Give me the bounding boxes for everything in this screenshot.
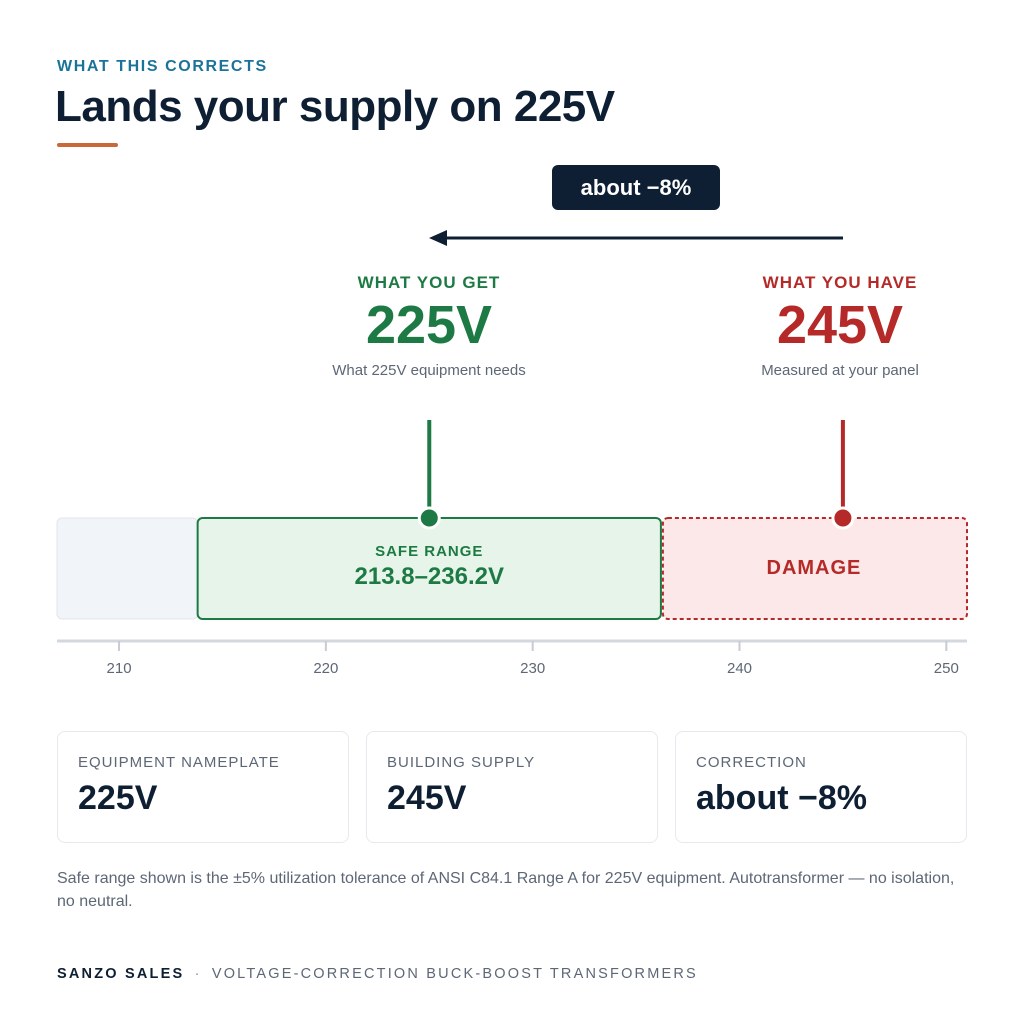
callout-get-subtitle: What 225V equipment needs — [332, 362, 526, 379]
marker-get-dot — [417, 506, 441, 530]
safe-range-text: SAFE RANGE 213.8–236.2V — [198, 543, 661, 591]
footnote: Safe range shown is the ±5% utilization … — [57, 870, 955, 910]
scale-tick-label: 210 — [106, 660, 132, 677]
damage-zone-text: DAMAGE — [661, 557, 967, 580]
callout-get-label: WHAT YOU GET — [357, 273, 501, 292]
card-value: 225V — [78, 779, 158, 817]
callout-have-subtitle: Measured at your panel — [761, 362, 919, 379]
callout-have-value: 245V — [776, 295, 904, 355]
scale-neutral-zone — [56, 517, 199, 620]
callout-have-label: WHAT YOU HAVE — [762, 273, 918, 292]
footer: SANZO SALES · VOLTAGE-CORRECTION BUCK-BO… — [57, 966, 698, 982]
callout-get-value: 225V — [365, 295, 493, 355]
brand-name: SANZO SALES — [57, 966, 185, 982]
card-value: 245V — [387, 779, 467, 817]
scale-tick-label: 240 — [726, 660, 753, 677]
title-accent-rule — [57, 143, 118, 147]
card-correction: CORRECTION about −8% — [675, 731, 967, 843]
callout-what-you-get: WHAT YOU GET 225V What 225V equipment ne… — [229, 273, 629, 379]
page-title: Lands your supply on 225V — [55, 82, 615, 131]
card-building-supply: BUILDING SUPPLY 245V — [366, 731, 658, 843]
footer-tagline: VOLTAGE-CORRECTION BUCK-BOOST TRANSFORME… — [211, 966, 698, 982]
section-eyebrow: WHAT THIS CORRECTS — [57, 58, 268, 75]
scale-tick-label: 220 — [313, 660, 339, 677]
damage-label: DAMAGE — [766, 557, 862, 579]
safe-range-value: 213.8–236.2V — [354, 563, 504, 590]
callout-what-you-have: WHAT YOU HAVE 245V Measured at your pane… — [640, 273, 1024, 379]
safe-range-label: SAFE RANGE — [375, 543, 484, 560]
card-label: EQUIPMENT NAMEPLATE — [78, 754, 280, 771]
card-label: CORRECTION — [696, 754, 807, 771]
card-label: BUILDING SUPPLY — [387, 754, 536, 771]
card-equipment-nameplate: EQUIPMENT NAMEPLATE 225V — [57, 731, 349, 843]
marker-have-dot — [831, 506, 855, 530]
scale-tick-label: 230 — [520, 660, 546, 677]
scale-tick-label: 250 — [933, 660, 959, 677]
footer-separator: · — [194, 966, 202, 982]
correction-badge: about −8% — [552, 165, 720, 210]
card-value: about −8% — [696, 779, 867, 817]
